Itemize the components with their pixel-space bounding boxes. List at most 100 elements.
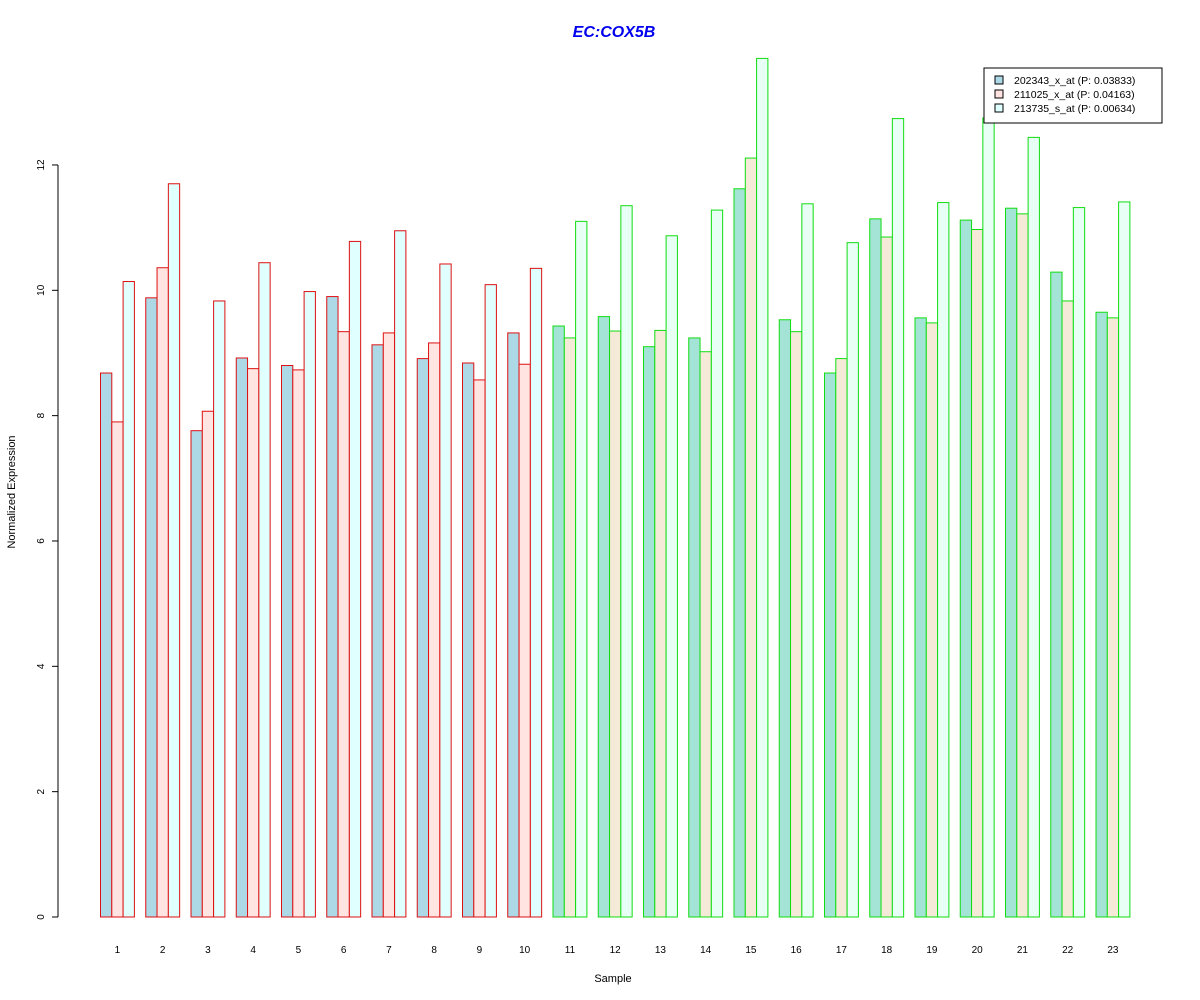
bar-sample-15-series-1 xyxy=(733,188,746,918)
bar-sample-13-series-2 xyxy=(654,329,667,918)
bar-sample-4-series-1 xyxy=(235,357,249,918)
bar-sample-2-series-2 xyxy=(156,267,169,918)
bar-sample-21-series-3 xyxy=(1027,136,1040,918)
bar-sample-3-series-1 xyxy=(190,430,203,918)
bar-sample-23-series-3 xyxy=(1118,201,1131,918)
bar-sample-8-series-3 xyxy=(439,263,452,918)
bar-sample-7-series-2 xyxy=(382,332,396,918)
bar-sample-3-series-3 xyxy=(213,300,226,918)
bar-sample-16-series-2 xyxy=(790,331,803,918)
x-axis-tick-labels: 1 2 3 4 5 6 7 8 9 10 11 12 13 14 15 16 17 18 19 20 21 22 23 xyxy=(115,945,1119,956)
bar-sample-20-series-1 xyxy=(959,219,973,918)
bar-sample-14-series-1 xyxy=(688,337,701,918)
bar-sample-16-series-3 xyxy=(801,203,814,918)
bar-sample-11-series-1 xyxy=(552,325,565,918)
bar-sample-5-series-2 xyxy=(292,369,305,918)
bar-sample-11-series-2 xyxy=(563,337,577,918)
x-tick-label: 18 xyxy=(881,945,893,956)
legend-label: 211025_x_at (P: 0.04163) xyxy=(1014,89,1135,101)
bar-sample-22-series-1 xyxy=(1050,271,1063,918)
bar-sample-16-series-1 xyxy=(778,319,792,918)
bar-sample-5-series-1 xyxy=(281,365,294,918)
bar-sample-1-series-1 xyxy=(100,372,113,918)
bar-sample-20-series-3 xyxy=(982,117,995,918)
x-tick-label: 2 xyxy=(160,945,166,956)
bar-sample-14-series-2 xyxy=(699,351,712,918)
x-tick-label: 15 xyxy=(745,945,757,956)
legend-swatch xyxy=(994,89,1004,99)
y-tick-label: 8 xyxy=(36,412,47,418)
y-tick-label: 12 xyxy=(36,159,47,171)
bar-sample-6-series-3 xyxy=(348,240,362,918)
bar-sample-10-series-1 xyxy=(507,332,520,918)
bar-sample-13-series-1 xyxy=(643,346,656,918)
x-tick-label: 11 xyxy=(565,945,576,956)
legend-swatch xyxy=(994,75,1004,85)
x-tick-label: 3 xyxy=(205,945,211,956)
bar-sample-15-series-2 xyxy=(744,157,758,918)
bar-sample-12-series-3 xyxy=(620,205,633,918)
x-tick-label: 19 xyxy=(926,945,938,956)
x-tick-label: 21 xyxy=(1017,945,1029,956)
bar-sample-9-series-1 xyxy=(462,362,475,918)
x-tick-label: 17 xyxy=(836,945,848,956)
bar-sample-9-series-2 xyxy=(473,379,486,918)
y-axis-ticks: 0 2 4 6 8 10 12 xyxy=(36,159,58,920)
bar-sample-9-series-3 xyxy=(484,284,497,918)
bar-sample-7-series-1 xyxy=(371,344,384,918)
bar-sample-4-series-3 xyxy=(258,262,271,918)
bar-sample-19-series-2 xyxy=(925,322,939,918)
legend-label: 213735_s_at (P: 0.00634) xyxy=(1014,103,1135,115)
bar-sample-19-series-1 xyxy=(914,317,927,918)
x-tick-label: 23 xyxy=(1107,945,1119,956)
y-tick-label: 4 xyxy=(36,663,47,669)
x-tick-label: 9 xyxy=(477,945,483,956)
bar-sample-14-series-3 xyxy=(710,209,724,918)
bar-sample-12-series-2 xyxy=(609,330,622,918)
bar-sample-19-series-3 xyxy=(937,202,950,918)
bar-sample-22-series-2 xyxy=(1061,300,1074,918)
bar-sample-12-series-1 xyxy=(597,316,611,918)
x-tick-label: 10 xyxy=(519,945,531,956)
x-tick-label: 14 xyxy=(700,945,712,956)
y-tick-label: 10 xyxy=(36,284,47,296)
x-tick-label: 7 xyxy=(386,945,392,956)
x-axis-label: Sample xyxy=(594,973,631,985)
bar-sample-6-series-2 xyxy=(337,331,350,918)
bar-sample-10-series-2 xyxy=(518,363,531,918)
legend-label: 202343_x_at (P: 0.03833) xyxy=(1014,75,1135,87)
bar-sample-22-series-3 xyxy=(1072,207,1086,918)
bar-sample-7-series-3 xyxy=(394,230,407,918)
x-tick-label: 12 xyxy=(610,945,622,956)
bar-sample-2-series-3 xyxy=(167,183,181,918)
bar-sample-4-series-2 xyxy=(247,368,260,918)
bar-sample-18-series-3 xyxy=(891,118,905,918)
legend-swatch xyxy=(994,103,1004,113)
bar-sample-23-series-2 xyxy=(1106,317,1120,918)
bar-sample-21-series-2 xyxy=(1016,213,1029,918)
bar-sample-5-series-3 xyxy=(303,291,316,918)
bar-sample-18-series-1 xyxy=(869,218,882,918)
bar-sample-17-series-3 xyxy=(846,242,859,918)
x-tick-label: 22 xyxy=(1062,945,1074,956)
bar-sample-17-series-1 xyxy=(824,372,837,918)
legend-box xyxy=(983,67,1163,124)
bar-sample-3-series-2 xyxy=(201,410,215,918)
bar-sample-15-series-3 xyxy=(756,57,769,918)
x-tick-label: 20 xyxy=(972,945,984,956)
bar-sample-6-series-1 xyxy=(326,296,339,918)
bars-group xyxy=(100,57,1131,918)
bar-sample-1-series-2 xyxy=(111,421,124,918)
x-tick-label: 5 xyxy=(296,945,302,956)
bar-sample-18-series-2 xyxy=(880,236,893,918)
y-tick-label: 0 xyxy=(36,914,47,920)
bar-sample-11-series-3 xyxy=(575,220,588,918)
bar-sample-17-series-2 xyxy=(835,358,848,918)
bar-sample-10-series-3 xyxy=(529,267,543,918)
bar-sample-1-series-3 xyxy=(122,281,135,918)
bar-sample-8-series-1 xyxy=(416,358,430,918)
y-tick-label: 2 xyxy=(36,788,47,794)
x-tick-label: 16 xyxy=(791,945,803,956)
chart-title: EC:COX5B xyxy=(573,24,656,41)
